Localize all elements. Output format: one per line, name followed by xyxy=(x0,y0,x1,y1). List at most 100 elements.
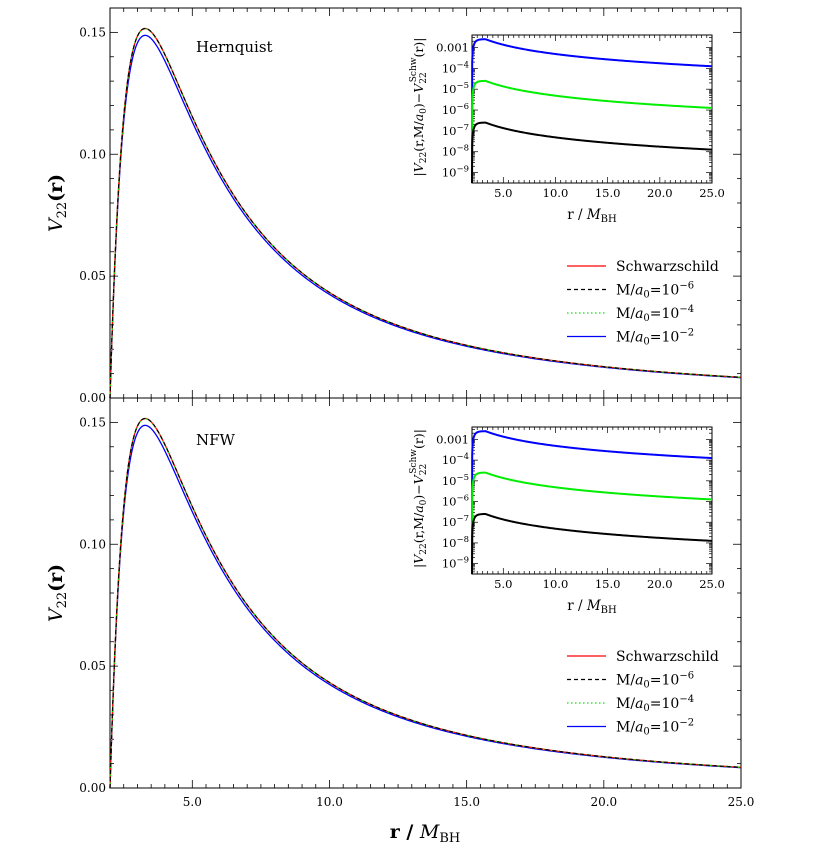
inset-y-sup: −6 xyxy=(456,102,469,112)
inset-y-base: 10 xyxy=(442,495,457,509)
inset-y-tick-label: 0.001 xyxy=(436,41,469,55)
legend-eq: =10 xyxy=(650,696,680,712)
inset-y-sup: −6 xyxy=(456,494,469,504)
iyl-v: V xyxy=(411,553,426,564)
y-tick-label: 0.00 xyxy=(79,391,106,405)
legend-label: M/a0=10−4 xyxy=(616,694,694,714)
inset-y-base: 10 xyxy=(442,166,457,180)
inset-xlabel-m: M xyxy=(586,207,602,223)
iyl-v: V xyxy=(411,161,426,172)
x-tick-label: 25.0 xyxy=(728,795,755,809)
legend-label: M/a0=10−4 xyxy=(616,304,694,324)
inset-y-tick-label: 10−7 xyxy=(442,514,469,529)
y-tick-label: 0.15 xyxy=(79,25,106,39)
legend-a: a xyxy=(635,673,643,689)
legend-a-sub: 0 xyxy=(643,680,649,691)
legend-eq: =10 xyxy=(650,283,680,299)
panel-2: 5.0 10.0 15.0 20.0 25.00.000.050.100.15V22(r… xyxy=(45,397,755,809)
inset-x-axis-label: r / MBH xyxy=(567,598,617,616)
ylabel-sub: 22 xyxy=(55,592,70,609)
legend-label: M/a0=10−2 xyxy=(616,328,694,348)
inset-frame xyxy=(471,34,713,184)
iyl-a0: 0 xyxy=(419,499,429,505)
legend-sup: −4 xyxy=(679,694,694,705)
xlabel-main: r / xyxy=(390,821,420,843)
y-axis-label: V22(r) xyxy=(45,564,70,622)
inset-xlabel-m: M xyxy=(586,598,602,614)
inset-y-tick-label: 10−9 xyxy=(442,165,469,180)
inset-y-tick-label: 10−4 xyxy=(442,60,469,75)
iyl-minus: )− xyxy=(411,484,426,499)
x-tick-label: 20.0 xyxy=(590,795,617,809)
legend-main: M/ xyxy=(616,720,635,736)
legend-a: a xyxy=(635,330,643,346)
x-tick-label: 15.0 xyxy=(453,795,480,809)
iyl-a: a xyxy=(411,114,426,121)
inset-x-tick-label: 25.0 xyxy=(699,577,725,591)
inset-y-sup: −8 xyxy=(456,535,469,545)
legend-a-sub: 0 xyxy=(643,290,649,301)
panel-title: Hernquist xyxy=(196,38,273,56)
inset-xlabel-sub: BH xyxy=(601,605,617,616)
iyl-args: (r,M/ xyxy=(411,120,426,151)
inset-2: 5.0 10.0 15.0 20.0 25.00.00110−410−510−610−7… xyxy=(409,426,725,616)
y-tick-label: 0.10 xyxy=(79,537,106,551)
inset-xlabel-sub: BH xyxy=(601,214,617,225)
ylabel-tail: (r) xyxy=(45,564,67,592)
inset-y-base: 10 xyxy=(442,453,457,467)
iyl-bar: | xyxy=(411,564,426,568)
legend-a: a xyxy=(635,306,643,322)
y-tick-label: 0.10 xyxy=(79,147,106,161)
inset-y-tick-label: 0.001 xyxy=(436,432,469,446)
y-tick-label: 0.05 xyxy=(79,269,106,283)
y-axis-label: V22(r) xyxy=(45,174,70,232)
legend-a: a xyxy=(635,283,643,299)
inset-y-base: 10 xyxy=(442,536,457,550)
legend-a-sub: 0 xyxy=(643,703,649,714)
iyl-sup: Schw xyxy=(409,449,419,474)
inset-y-base: 10 xyxy=(442,145,457,159)
ylabel-main: V xyxy=(45,606,67,622)
inset-y-tick-label: 10−5 xyxy=(442,473,469,488)
inset-y-base: 10 xyxy=(442,82,457,96)
inset-y-tick-label: 10−9 xyxy=(442,556,469,571)
x-tick-label: 10.0 xyxy=(316,795,343,809)
inset-y-base: 10 xyxy=(442,61,457,75)
legend-label: M/a0=10−6 xyxy=(616,671,694,691)
inset-series-line xyxy=(471,38,713,184)
inset-y-axis-label: |V22(r,M/a0)−V22Schw(r)| xyxy=(409,38,429,177)
inset-y-sup: −5 xyxy=(456,473,469,483)
iyl-a: a xyxy=(411,505,426,512)
legend-eq: =10 xyxy=(650,330,680,346)
inset-frame xyxy=(471,426,713,575)
legend-main: M/ xyxy=(616,696,635,712)
y-tick-label: 0.15 xyxy=(79,415,106,429)
iyl-a0: 0 xyxy=(419,108,429,114)
inset-series-line xyxy=(471,79,713,184)
legend-sup: −6 xyxy=(679,671,694,682)
inset-x-tick-label: 25.0 xyxy=(699,186,725,200)
inset-y-axis-label: |V22(r,M/a0)−V22Schw(r)| xyxy=(409,429,429,568)
inset-y-tick-label: 10−6 xyxy=(442,494,469,509)
inset-y-sup: −5 xyxy=(456,81,469,91)
inset-x-tick-label: 15.0 xyxy=(595,186,621,200)
inset-y-base: 10 xyxy=(442,474,457,488)
ylabel-main: V xyxy=(45,216,67,232)
inset-series-line xyxy=(471,121,713,184)
xlabel-m: M xyxy=(419,821,440,843)
inset-series-line xyxy=(471,471,713,575)
iyl-sub: 22 xyxy=(419,152,429,163)
iyl-minus: )− xyxy=(411,93,426,108)
inset-series-line xyxy=(471,512,713,575)
inset-1: 5.0 10.0 15.0 20.0 25.00.00110−410−510−610−7… xyxy=(409,34,725,225)
iyl-sub2: 22 xyxy=(419,72,429,83)
inset-x-tick-label: 10.0 xyxy=(543,577,569,591)
panel-1: 0.000.050.100.15V22(r)HernquistSchwarzsc… xyxy=(45,7,742,405)
xlabel-sub: BH xyxy=(439,831,460,846)
legend-main: M/ xyxy=(616,673,635,689)
inset-y-tick-label: 10−7 xyxy=(442,123,469,138)
inset-x-tick-label: 5.0 xyxy=(494,577,512,591)
iyl-tail: (r)| xyxy=(411,429,426,449)
iyl-tail: (r)| xyxy=(411,38,426,58)
